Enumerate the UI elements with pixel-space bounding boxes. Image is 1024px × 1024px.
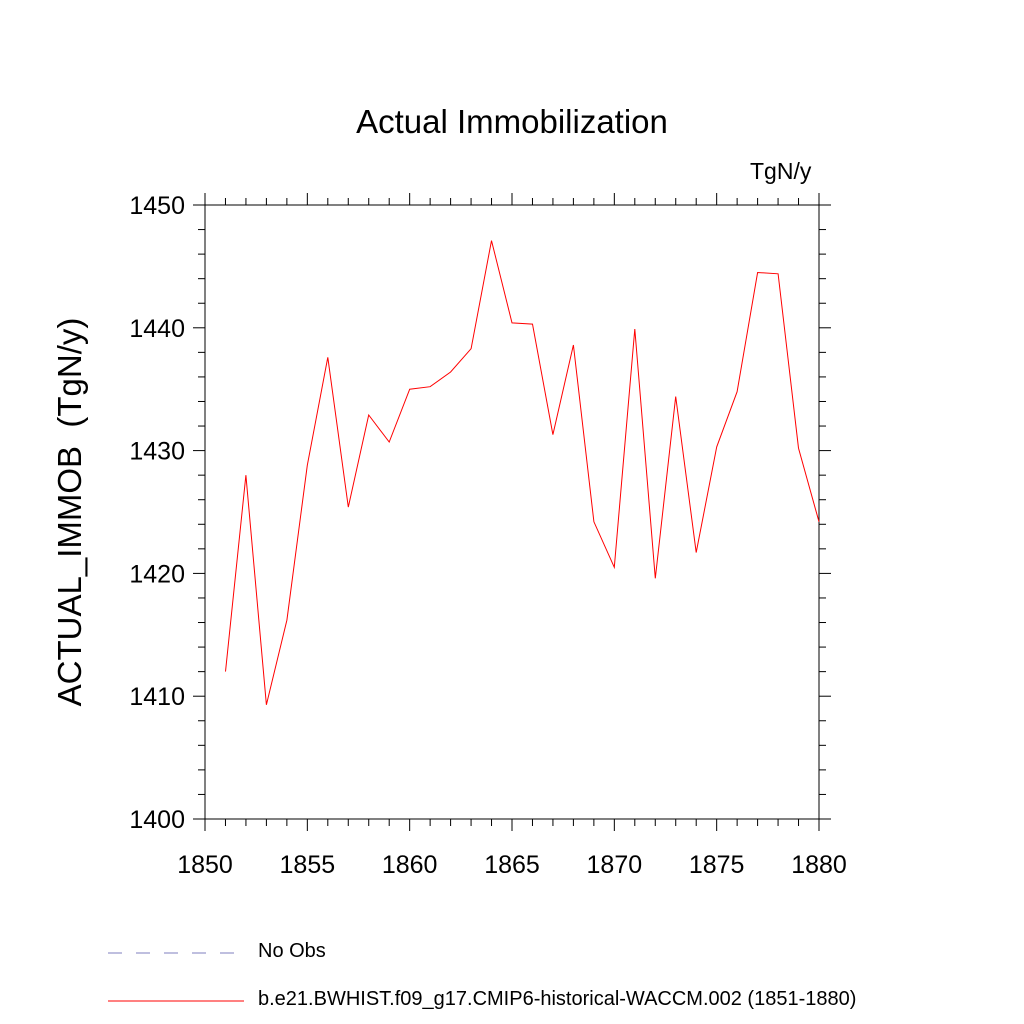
x-tick-label: 1870 <box>587 851 643 879</box>
y-tick-label: 1410 <box>129 683 185 711</box>
x-tick-label: 1880 <box>791 851 847 879</box>
plot-frame <box>204 204 820 820</box>
x-tick-label: 1850 <box>177 851 233 879</box>
y-tick-label: 1430 <box>129 438 185 466</box>
series-line <box>225 240 820 705</box>
x-tick-label: 1860 <box>382 851 438 879</box>
series-layer <box>225 240 820 705</box>
legend-label-model: b.e21.BWHIST.f09_g17.CMIP6-historical-WA… <box>258 988 857 1010</box>
legend-lines <box>108 952 244 1002</box>
y-axis-label: ACTUAL_IMMOB (TgN/y) <box>51 317 88 707</box>
tick-labels: 1850 1855 1860 1865 1870 1875 1880 1400 1410 1420… <box>129 192 846 879</box>
x-tick-label: 1855 <box>280 851 336 879</box>
y-tick-label: 1420 <box>129 560 185 588</box>
units-label: TgN/y <box>750 158 812 184</box>
y-tick-label: 1450 <box>129 192 185 220</box>
legend-label-no-obs: No Obs <box>258 940 326 962</box>
chart-title: Actual Immobilization <box>356 103 668 140</box>
x-tick-label: 1875 <box>689 851 745 879</box>
y-tick-label: 1440 <box>129 315 185 343</box>
y-tick-label: 1400 <box>129 806 185 834</box>
x-tick-label: 1865 <box>484 851 540 879</box>
axis-ticks <box>193 193 831 831</box>
